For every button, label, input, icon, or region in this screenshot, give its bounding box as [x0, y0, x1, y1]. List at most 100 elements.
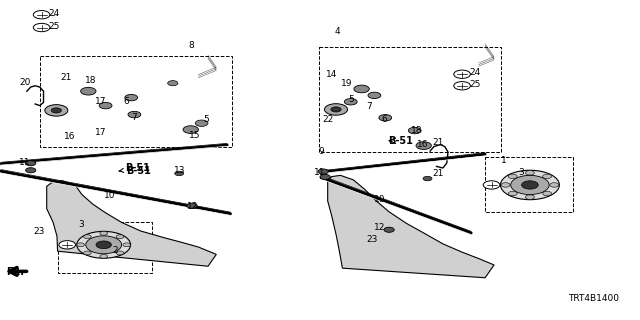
Circle shape — [416, 142, 431, 149]
Text: 7: 7 — [131, 113, 137, 122]
Circle shape — [123, 243, 131, 247]
Circle shape — [368, 92, 381, 99]
Text: 10: 10 — [374, 195, 386, 204]
Text: 24: 24 — [49, 9, 60, 18]
Circle shape — [168, 81, 178, 86]
Text: 10: 10 — [104, 191, 115, 200]
Circle shape — [59, 241, 76, 249]
Text: 7: 7 — [366, 102, 372, 111]
Text: 1: 1 — [500, 156, 506, 165]
Circle shape — [324, 104, 348, 115]
Circle shape — [183, 126, 198, 133]
Circle shape — [26, 168, 36, 173]
Circle shape — [84, 235, 92, 239]
Text: 9: 9 — [318, 147, 324, 156]
Text: 21: 21 — [60, 73, 72, 82]
Circle shape — [128, 111, 141, 118]
Circle shape — [525, 171, 534, 175]
Text: FR.: FR. — [6, 267, 24, 276]
Circle shape — [100, 231, 108, 235]
Circle shape — [525, 195, 534, 199]
Circle shape — [125, 94, 138, 101]
Text: 6: 6 — [123, 97, 129, 106]
Text: 12: 12 — [187, 202, 198, 211]
Circle shape — [331, 107, 341, 112]
Circle shape — [483, 181, 500, 189]
Text: 18: 18 — [411, 126, 422, 135]
Circle shape — [320, 174, 330, 180]
Circle shape — [96, 241, 111, 249]
Circle shape — [100, 254, 108, 258]
Text: 19: 19 — [340, 79, 352, 88]
Text: 16: 16 — [64, 132, 76, 140]
Text: 25: 25 — [49, 22, 60, 31]
Text: TRT4B1400: TRT4B1400 — [568, 294, 620, 303]
Circle shape — [77, 231, 131, 258]
Text: 11: 11 — [19, 158, 31, 167]
Circle shape — [33, 23, 50, 32]
Circle shape — [77, 243, 84, 247]
Text: B-51: B-51 — [119, 163, 150, 173]
Text: 11: 11 — [314, 168, 325, 177]
Text: 5: 5 — [204, 115, 209, 124]
Circle shape — [508, 191, 517, 196]
Circle shape — [508, 174, 517, 179]
Circle shape — [543, 191, 552, 196]
Text: 24: 24 — [469, 68, 481, 77]
Circle shape — [33, 11, 50, 19]
Text: 20: 20 — [19, 78, 31, 87]
Circle shape — [454, 82, 470, 90]
Circle shape — [379, 115, 392, 121]
Circle shape — [116, 235, 124, 239]
Text: 6: 6 — [381, 115, 387, 124]
Text: 17: 17 — [95, 97, 106, 106]
Circle shape — [354, 85, 369, 93]
Text: 16: 16 — [417, 140, 429, 149]
Circle shape — [187, 203, 197, 208]
Text: 8: 8 — [188, 41, 194, 50]
Text: 17: 17 — [95, 128, 106, 137]
Circle shape — [84, 251, 92, 255]
Circle shape — [99, 102, 112, 109]
Text: 21: 21 — [433, 169, 444, 178]
Circle shape — [81, 87, 96, 95]
Circle shape — [26, 161, 36, 166]
Circle shape — [384, 227, 394, 232]
Text: 25: 25 — [469, 80, 481, 89]
Circle shape — [86, 236, 122, 254]
Circle shape — [423, 176, 432, 181]
Polygon shape — [328, 175, 494, 278]
Text: 3: 3 — [518, 168, 524, 177]
Circle shape — [51, 108, 61, 113]
Text: 23: 23 — [33, 227, 45, 236]
Text: 15: 15 — [189, 131, 201, 140]
Circle shape — [511, 175, 549, 195]
Text: 12: 12 — [374, 223, 385, 232]
Circle shape — [501, 183, 510, 187]
Text: 5: 5 — [348, 95, 354, 104]
Circle shape — [550, 183, 559, 187]
Polygon shape — [47, 181, 216, 266]
Text: 22: 22 — [322, 115, 333, 124]
Circle shape — [195, 120, 208, 126]
Text: 3: 3 — [78, 220, 84, 229]
Circle shape — [408, 127, 421, 134]
Circle shape — [543, 174, 552, 179]
Text: 2: 2 — [112, 246, 118, 255]
Circle shape — [344, 99, 357, 105]
Text: 23: 23 — [366, 235, 378, 244]
Circle shape — [522, 181, 538, 189]
Text: 13: 13 — [174, 166, 186, 175]
Circle shape — [45, 105, 68, 116]
Text: B-51: B-51 — [126, 166, 151, 176]
Circle shape — [116, 251, 124, 255]
Circle shape — [175, 171, 184, 176]
Text: 18: 18 — [84, 76, 96, 85]
Circle shape — [500, 170, 559, 200]
Text: 4: 4 — [334, 27, 340, 36]
Circle shape — [454, 70, 470, 78]
Text: 14: 14 — [326, 70, 338, 79]
Circle shape — [318, 169, 328, 174]
Text: 21: 21 — [433, 138, 444, 147]
Text: B-51: B-51 — [388, 136, 413, 146]
